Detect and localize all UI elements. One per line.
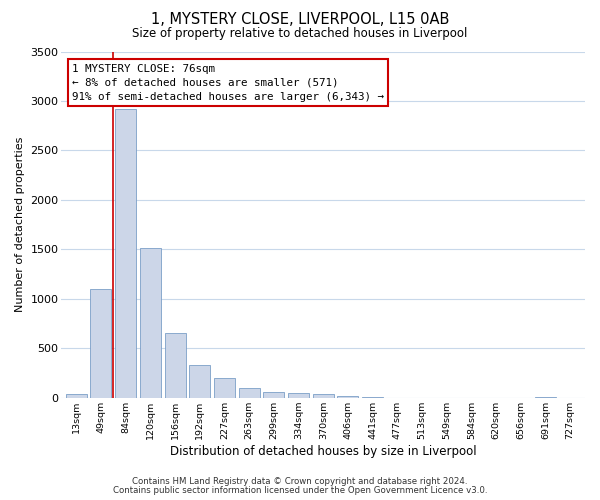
Bar: [288, 392, 309, 398]
Text: Size of property relative to detached houses in Liverpool: Size of property relative to detached ho…: [133, 28, 467, 40]
Y-axis label: Number of detached properties: Number of detached properties: [15, 137, 25, 312]
Bar: [214, 378, 235, 398]
Text: 1 MYSTERY CLOSE: 76sqm
← 8% of detached houses are smaller (571)
91% of semi-det: 1 MYSTERY CLOSE: 76sqm ← 8% of detached …: [72, 64, 384, 102]
Bar: [66, 394, 87, 398]
Bar: [263, 392, 284, 398]
Bar: [239, 388, 260, 398]
X-axis label: Distribution of detached houses by size in Liverpool: Distribution of detached houses by size …: [170, 444, 476, 458]
Bar: [91, 289, 112, 398]
Bar: [115, 109, 136, 398]
Text: 1, MYSTERY CLOSE, LIVERPOOL, L15 0AB: 1, MYSTERY CLOSE, LIVERPOOL, L15 0AB: [151, 12, 449, 28]
Bar: [337, 396, 358, 398]
Bar: [313, 394, 334, 398]
Bar: [535, 397, 556, 398]
Bar: [362, 396, 383, 398]
Bar: [189, 365, 210, 398]
Bar: [164, 334, 185, 398]
Text: Contains public sector information licensed under the Open Government Licence v3: Contains public sector information licen…: [113, 486, 487, 495]
Bar: [140, 248, 161, 398]
Text: Contains HM Land Registry data © Crown copyright and database right 2024.: Contains HM Land Registry data © Crown c…: [132, 477, 468, 486]
